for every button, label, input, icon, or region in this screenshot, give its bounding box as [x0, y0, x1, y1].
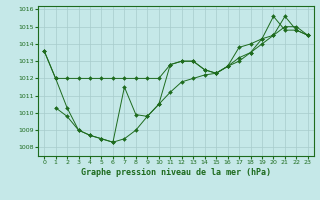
- X-axis label: Graphe pression niveau de la mer (hPa): Graphe pression niveau de la mer (hPa): [81, 168, 271, 177]
